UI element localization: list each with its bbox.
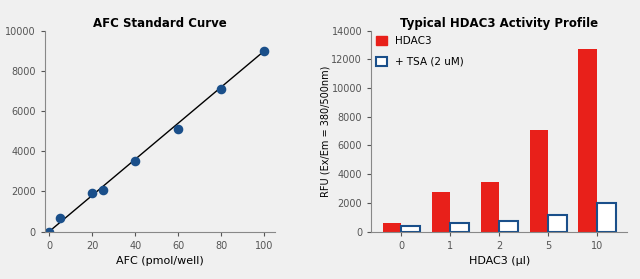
- Bar: [401, 226, 420, 232]
- Point: [55, 215, 65, 220]
- X-axis label: HDAC3 (μl): HDAC3 (μl): [468, 256, 530, 266]
- Bar: [579, 49, 597, 232]
- X-axis label: AFC (pmol/well): AFC (pmol/well): [116, 256, 204, 266]
- Point: [259, 49, 269, 53]
- Y-axis label: RFU (Ex/Em = 380/500nm): RFU (Ex/Em = 380/500nm): [320, 66, 330, 197]
- Point: [44, 229, 54, 234]
- Bar: [451, 223, 469, 232]
- Bar: [383, 223, 401, 232]
- Bar: [597, 203, 616, 232]
- Bar: [432, 192, 451, 232]
- Title: Typical HDAC3 Activity Profile: Typical HDAC3 Activity Profile: [400, 16, 598, 30]
- Bar: [499, 221, 518, 232]
- Bar: [481, 182, 499, 232]
- Legend: HDAC3, + TSA (2 uM): HDAC3, + TSA (2 uM): [374, 34, 466, 69]
- Title: AFC Standard Curve: AFC Standard Curve: [93, 16, 227, 30]
- Point: [173, 127, 184, 131]
- Bar: [548, 215, 566, 232]
- Point: [98, 188, 108, 193]
- Point: [87, 191, 97, 196]
- Point: [216, 87, 227, 91]
- Point: [130, 159, 140, 163]
- Y-axis label: RFU: RFU: [0, 120, 3, 142]
- Bar: [529, 130, 548, 232]
